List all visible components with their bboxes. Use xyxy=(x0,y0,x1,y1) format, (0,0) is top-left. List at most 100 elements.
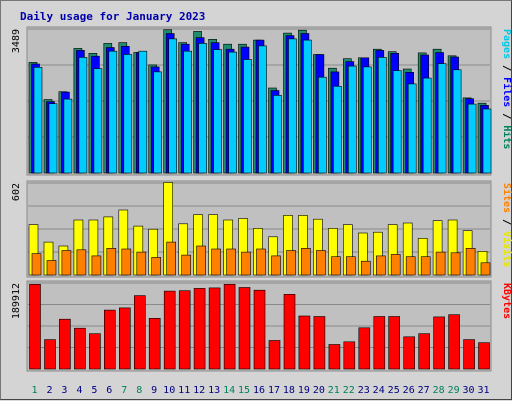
bar-sites-day-17 xyxy=(271,255,281,276)
panel-kbytes: 189912 KBytes xyxy=(11,280,512,372)
legend-entry: Sites xyxy=(501,183,512,213)
x-tick-label: 5 xyxy=(91,385,97,396)
bar-pages-day-2 xyxy=(48,103,58,174)
x-tick-label: 30 xyxy=(462,385,474,396)
y-max-label: 3489 xyxy=(11,29,22,53)
bar-sites-day-8 xyxy=(136,251,147,276)
bar-kbytes-day-20 xyxy=(313,316,326,370)
bar-kbytes-day-17 xyxy=(268,340,281,370)
bar-pages-day-8 xyxy=(138,50,148,174)
bar-pages-day-11 xyxy=(183,50,192,174)
bar-sites-day-15 xyxy=(241,251,251,276)
bar-pages-day-3 xyxy=(63,98,73,174)
bar-pages-day-23 xyxy=(362,66,372,174)
x-tick-label: 6 xyxy=(106,385,112,396)
bar-kbytes-day-15 xyxy=(238,287,251,370)
bar-sites-day-16 xyxy=(256,248,266,276)
bar-pages-day-22 xyxy=(347,65,357,174)
x-tick-label: 11 xyxy=(178,385,190,396)
bar-pages-day-14 xyxy=(228,51,237,174)
x-tick-label: 14 xyxy=(223,385,235,396)
x-tick-label: 8 xyxy=(136,385,142,396)
bar-kbytes-day-4 xyxy=(74,327,86,370)
x-tick-label: 26 xyxy=(403,385,415,396)
bar-kbytes-day-11 xyxy=(178,290,191,370)
bar-sites-day-14 xyxy=(226,248,236,276)
bar-sites-day-18 xyxy=(286,250,296,276)
bar-kbytes-day-8 xyxy=(134,295,146,370)
bar-pages-day-9 xyxy=(153,71,162,174)
bar-sites-day-22 xyxy=(345,256,356,276)
x-tick-label: 9 xyxy=(151,385,157,396)
x-tick-label: 12 xyxy=(193,385,205,396)
bar-pages-day-28 xyxy=(437,63,447,174)
bar-pages-day-21 xyxy=(333,86,342,174)
x-tick-label: 22 xyxy=(343,385,355,396)
bar-sites-day-27 xyxy=(420,256,431,276)
bar-sites-day-26 xyxy=(405,256,416,276)
bar-kbytes-day-10 xyxy=(163,290,176,370)
bar-sites-day-30 xyxy=(465,248,476,276)
x-tick-label: 10 xyxy=(163,385,175,396)
bar-sites-day-1 xyxy=(31,253,42,276)
x-tick-label: 27 xyxy=(418,385,430,396)
x-tick-label: 24 xyxy=(373,385,385,396)
bar-pages-day-29 xyxy=(452,69,462,174)
bar-pages-day-5 xyxy=(93,68,103,174)
bar-pages-day-10 xyxy=(168,38,177,174)
bar-pages-day-7 xyxy=(123,54,133,174)
bar-kbytes-day-27 xyxy=(418,333,431,370)
legend-entry: KBytes xyxy=(501,283,512,319)
bar-kbytes-day-25 xyxy=(388,316,401,370)
bar-sites-day-11 xyxy=(181,254,191,276)
bar-pages-day-16 xyxy=(258,45,267,174)
legend-entry: Pages xyxy=(501,29,512,59)
bar-sites-day-12 xyxy=(196,245,206,276)
bar-pages-day-27 xyxy=(422,77,432,174)
bar-sites-day-19 xyxy=(301,248,311,276)
panel-visits-sites: 602 Sites / Visits xyxy=(11,180,512,278)
bar-sites-day-20 xyxy=(316,250,326,276)
bar-kbytes-day-21 xyxy=(328,344,341,370)
legend-entry: / xyxy=(501,107,512,125)
bar-kbytes-day-28 xyxy=(433,316,445,370)
bar-pages-day-15 xyxy=(243,59,252,174)
bar-kbytes-day-7 xyxy=(119,307,131,370)
x-tick-label: 3 xyxy=(61,385,67,396)
bar-sites-day-6 xyxy=(106,248,117,276)
bar-kbytes-day-13 xyxy=(208,287,221,370)
bar-pages-day-6 xyxy=(108,50,118,174)
legend-entry: Files xyxy=(501,77,512,107)
bar-kbytes-day-9 xyxy=(148,317,161,370)
right-legend: Pages / Files / Hits xyxy=(501,29,512,149)
x-tick-label: 13 xyxy=(208,385,220,396)
bar-kbytes-day-2 xyxy=(44,339,56,370)
bar-sites-day-29 xyxy=(450,252,461,276)
x-tick-label: 21 xyxy=(328,385,340,396)
x-tick-label: 2 xyxy=(46,385,52,396)
bar-pages-day-1 xyxy=(33,67,43,174)
x-tick-label: 19 xyxy=(298,385,310,396)
legend-entry: / xyxy=(501,213,512,231)
x-tick-label: 25 xyxy=(388,385,400,396)
bar-sites-day-24 xyxy=(375,255,386,276)
y-max-label: 602 xyxy=(11,183,22,201)
x-tick-label: 15 xyxy=(238,385,250,396)
bar-kbytes-day-12 xyxy=(193,288,206,370)
bar-kbytes-day-1 xyxy=(29,283,41,370)
x-tick-label: 16 xyxy=(253,385,265,396)
bar-sites-day-7 xyxy=(121,248,132,276)
bar-sites-day-2 xyxy=(46,260,57,276)
bar-sites-day-4 xyxy=(76,249,87,276)
bar-kbytes-day-3 xyxy=(59,318,71,370)
bar-pages-day-18 xyxy=(288,38,297,174)
x-tick-label: 28 xyxy=(433,385,445,396)
bar-pages-day-17 xyxy=(273,95,282,174)
legend-entry: / xyxy=(501,59,512,77)
bar-sites-day-3 xyxy=(61,250,72,276)
bar-pages-day-26 xyxy=(407,83,417,174)
bar-kbytes-day-30 xyxy=(463,339,475,370)
bar-kbytes-day-22 xyxy=(343,341,356,370)
x-tick-label: 29 xyxy=(448,385,460,396)
